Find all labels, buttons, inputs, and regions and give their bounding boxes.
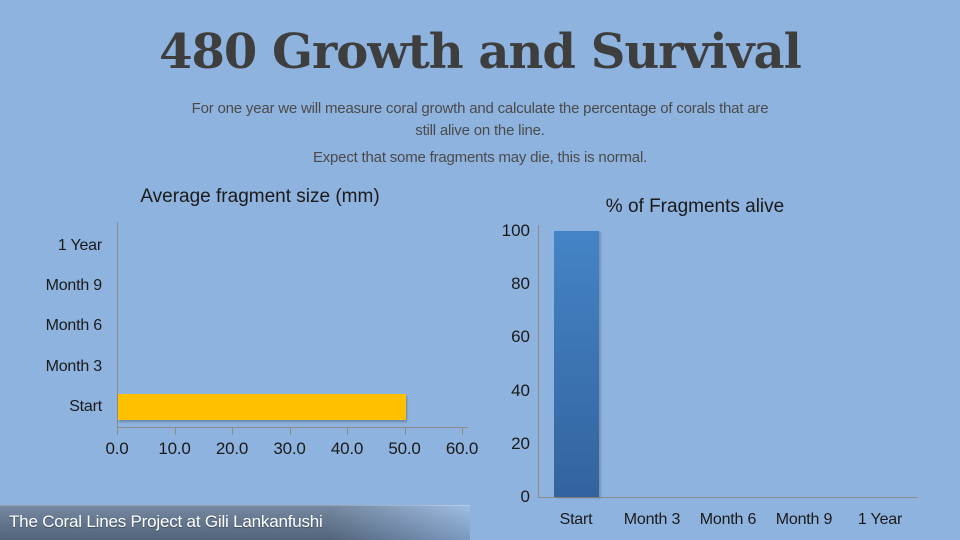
x-tick-label: 20.0 bbox=[215, 439, 249, 458]
x-tick-label: 50.0 bbox=[388, 439, 421, 458]
category-label: 1 Year bbox=[57, 237, 102, 254]
x-axis-line bbox=[538, 497, 918, 498]
y-tick-label: 20 bbox=[511, 433, 530, 453]
category-label: 1 Year bbox=[857, 511, 903, 528]
x-axis-tick bbox=[289, 427, 291, 435]
category-label: Month 3 bbox=[45, 357, 103, 375]
x-tick-label: 0.0 bbox=[105, 439, 129, 458]
category-label: Month 6 bbox=[699, 511, 757, 528]
y-axis-line bbox=[117, 222, 118, 435]
category-label: Month 3 bbox=[623, 511, 681, 528]
x-axis-tick bbox=[347, 427, 348, 435]
x-tick-label: 60.0 bbox=[445, 439, 479, 458]
alive-chart: % of Fragments alive 0 20 40 60 80 100 Start Mo… bbox=[490, 194, 950, 540]
growth-chart: Average fragment size (mm) 0.0 10.0 20.0 30… bbox=[20, 186, 480, 476]
category-label: Month 9 bbox=[45, 277, 103, 295]
category-label: Start bbox=[559, 511, 593, 528]
y-tick-label: 60 bbox=[511, 327, 530, 347]
subtitle-line-3: Expect that some fragments may die, this… bbox=[312, 149, 648, 166]
slide-title: 480 Growth and Survival bbox=[159, 24, 802, 80]
y-axis-line bbox=[538, 225, 539, 497]
x-tick-label: 30.0 bbox=[273, 439, 306, 458]
y-tick-label: 100 bbox=[501, 221, 530, 240]
x-tick-label: 10.0 bbox=[158, 439, 191, 458]
x-axis-tick bbox=[174, 427, 176, 435]
y-tick-label: 80 bbox=[511, 274, 530, 294]
bar-start bbox=[118, 393, 406, 420]
x-tick-label: 40.0 bbox=[330, 439, 364, 458]
alive-chart-title: % of Fragments alive bbox=[605, 196, 785, 217]
category-label: Month 6 bbox=[45, 317, 103, 335]
category-label: Start bbox=[69, 397, 102, 415]
subtitle-line-2: still alive on the line. bbox=[415, 122, 545, 139]
x-axis-tick bbox=[404, 427, 406, 435]
y-tick-label: 0 bbox=[520, 487, 530, 506]
y-tick-label: 40 bbox=[511, 380, 530, 400]
category-label: Month 9 bbox=[775, 511, 833, 528]
bar-start bbox=[553, 231, 599, 497]
x-axis-tick bbox=[117, 427, 118, 435]
footer-banner: The Coral Lines Project at Gili Lankanfu… bbox=[0, 505, 470, 540]
growth-chart-title: Average fragment size (mm) bbox=[140, 186, 380, 207]
x-axis-tick bbox=[462, 427, 463, 435]
x-axis-tick bbox=[232, 427, 233, 435]
x-axis-line bbox=[117, 427, 468, 428]
footer-text: The Coral Lines Project at Gili Lankanfu… bbox=[9, 512, 323, 531]
subtitle-line-1: For one year we will measure coral growt… bbox=[191, 100, 769, 117]
